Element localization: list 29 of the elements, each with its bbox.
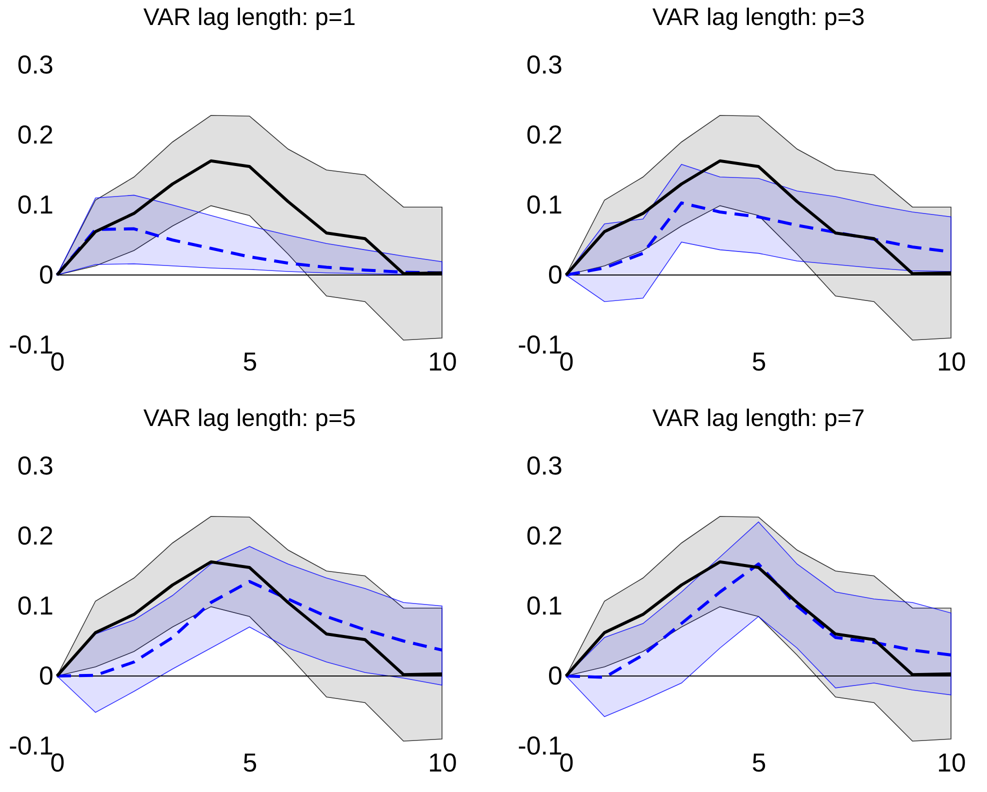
x-tick-label: 5 (752, 346, 766, 376)
y-tick-label: 0.3 (526, 50, 562, 80)
line-series (56, 580, 444, 678)
y-tick-label: 0.1 (526, 590, 562, 620)
y-tick-label: 0.1 (17, 590, 54, 620)
y-tick-label: 0.3 (526, 450, 562, 480)
y-tick-label: 0.2 (17, 120, 54, 150)
x-tick-label: 10 (937, 748, 966, 778)
y-tick-label: 0.2 (526, 120, 562, 150)
x-tick-label: 5 (242, 346, 258, 376)
x-tick-label: 10 (428, 346, 457, 376)
chart-title: VAR lag length: p=1 (143, 4, 356, 31)
chart-title: VAR lag length: p=7 (652, 405, 865, 432)
y-tick-label: 0 (548, 660, 562, 690)
x-tick-label: 5 (752, 748, 766, 778)
chart-title: VAR lag length: p=3 (652, 4, 865, 31)
x-tick-label: 10 (428, 748, 457, 778)
y-tick-label: 0 (39, 660, 54, 690)
y-tick-label: 0 (548, 260, 562, 290)
chart-title: VAR lag length: p=5 (143, 405, 356, 432)
y-tick-label: 0.3 (17, 450, 54, 480)
y-tick-label: 0.2 (526, 520, 562, 550)
y-tick-label: 0.1 (17, 190, 54, 220)
y-tick-label: 0.1 (526, 190, 562, 220)
x-tick-label: 10 (937, 346, 966, 376)
x-tick-label: 5 (242, 748, 258, 778)
y-tick-label: 0.3 (17, 50, 54, 80)
y-tick-label: 0 (39, 260, 54, 290)
y-tick-label: 0.2 (17, 520, 54, 550)
